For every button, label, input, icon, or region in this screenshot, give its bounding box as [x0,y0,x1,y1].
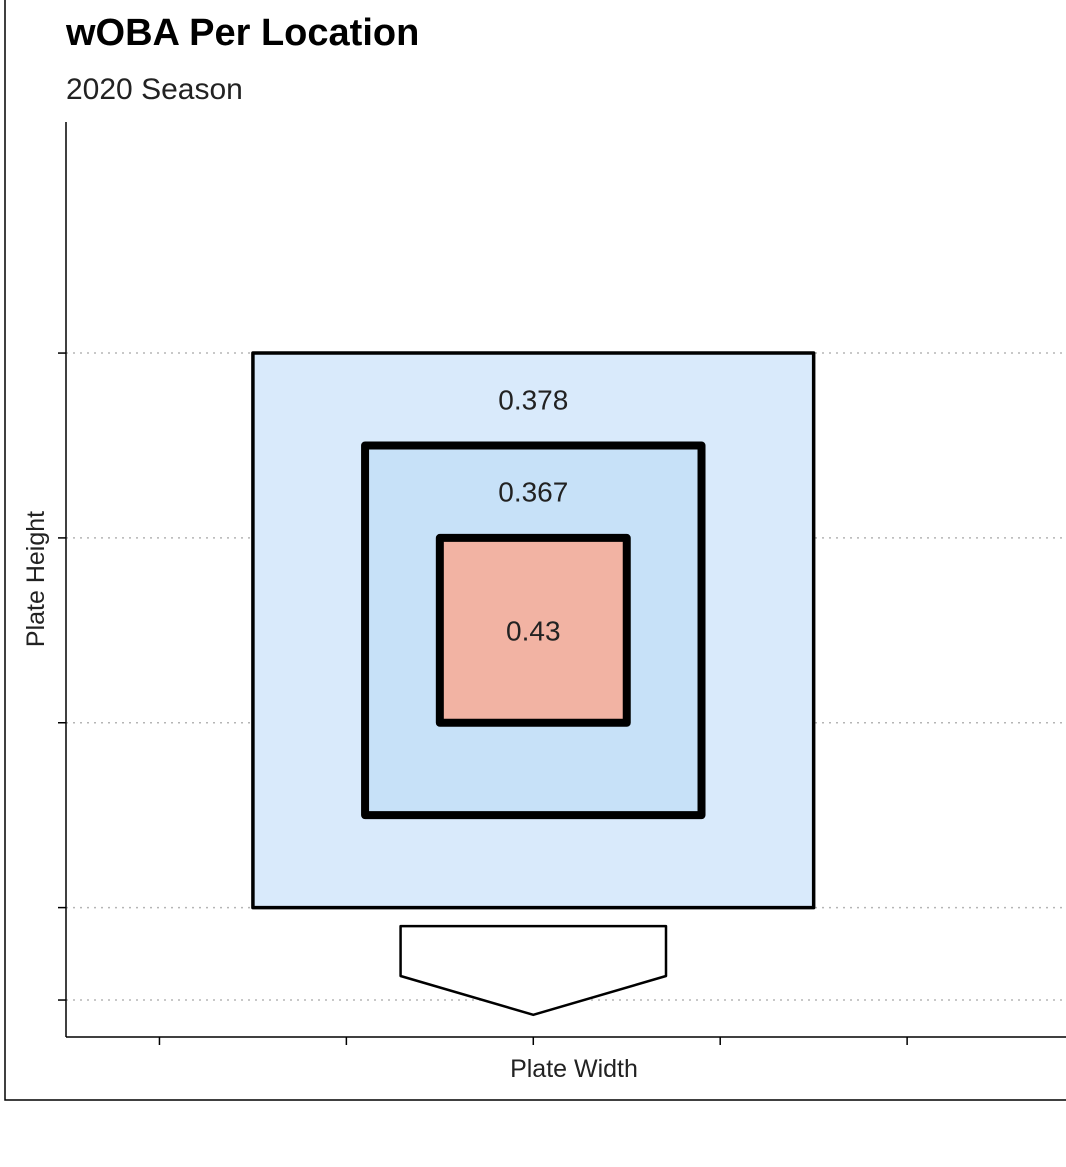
home-plate [399,924,668,1017]
strike-zones: 0.378 0.367 0.43 [251,351,816,910]
zone-heart [435,533,631,727]
chart-title: wOBA Per Location [65,12,419,54]
axes [65,122,1066,1038]
y-axis-label: Plate Height [22,511,50,647]
grid-lines [66,352,1066,1001]
home-plate-group [399,924,668,1017]
zone-label-outer: 0.378 [498,384,568,415]
x-axis-label: Plate Width [510,1055,638,1083]
zone-label-middle: 0.367 [498,477,568,508]
axis-ticks [58,352,908,1045]
chart-subtitle: 2020 Season [66,73,243,106]
zone-label-heart: 0.43 [506,615,561,646]
